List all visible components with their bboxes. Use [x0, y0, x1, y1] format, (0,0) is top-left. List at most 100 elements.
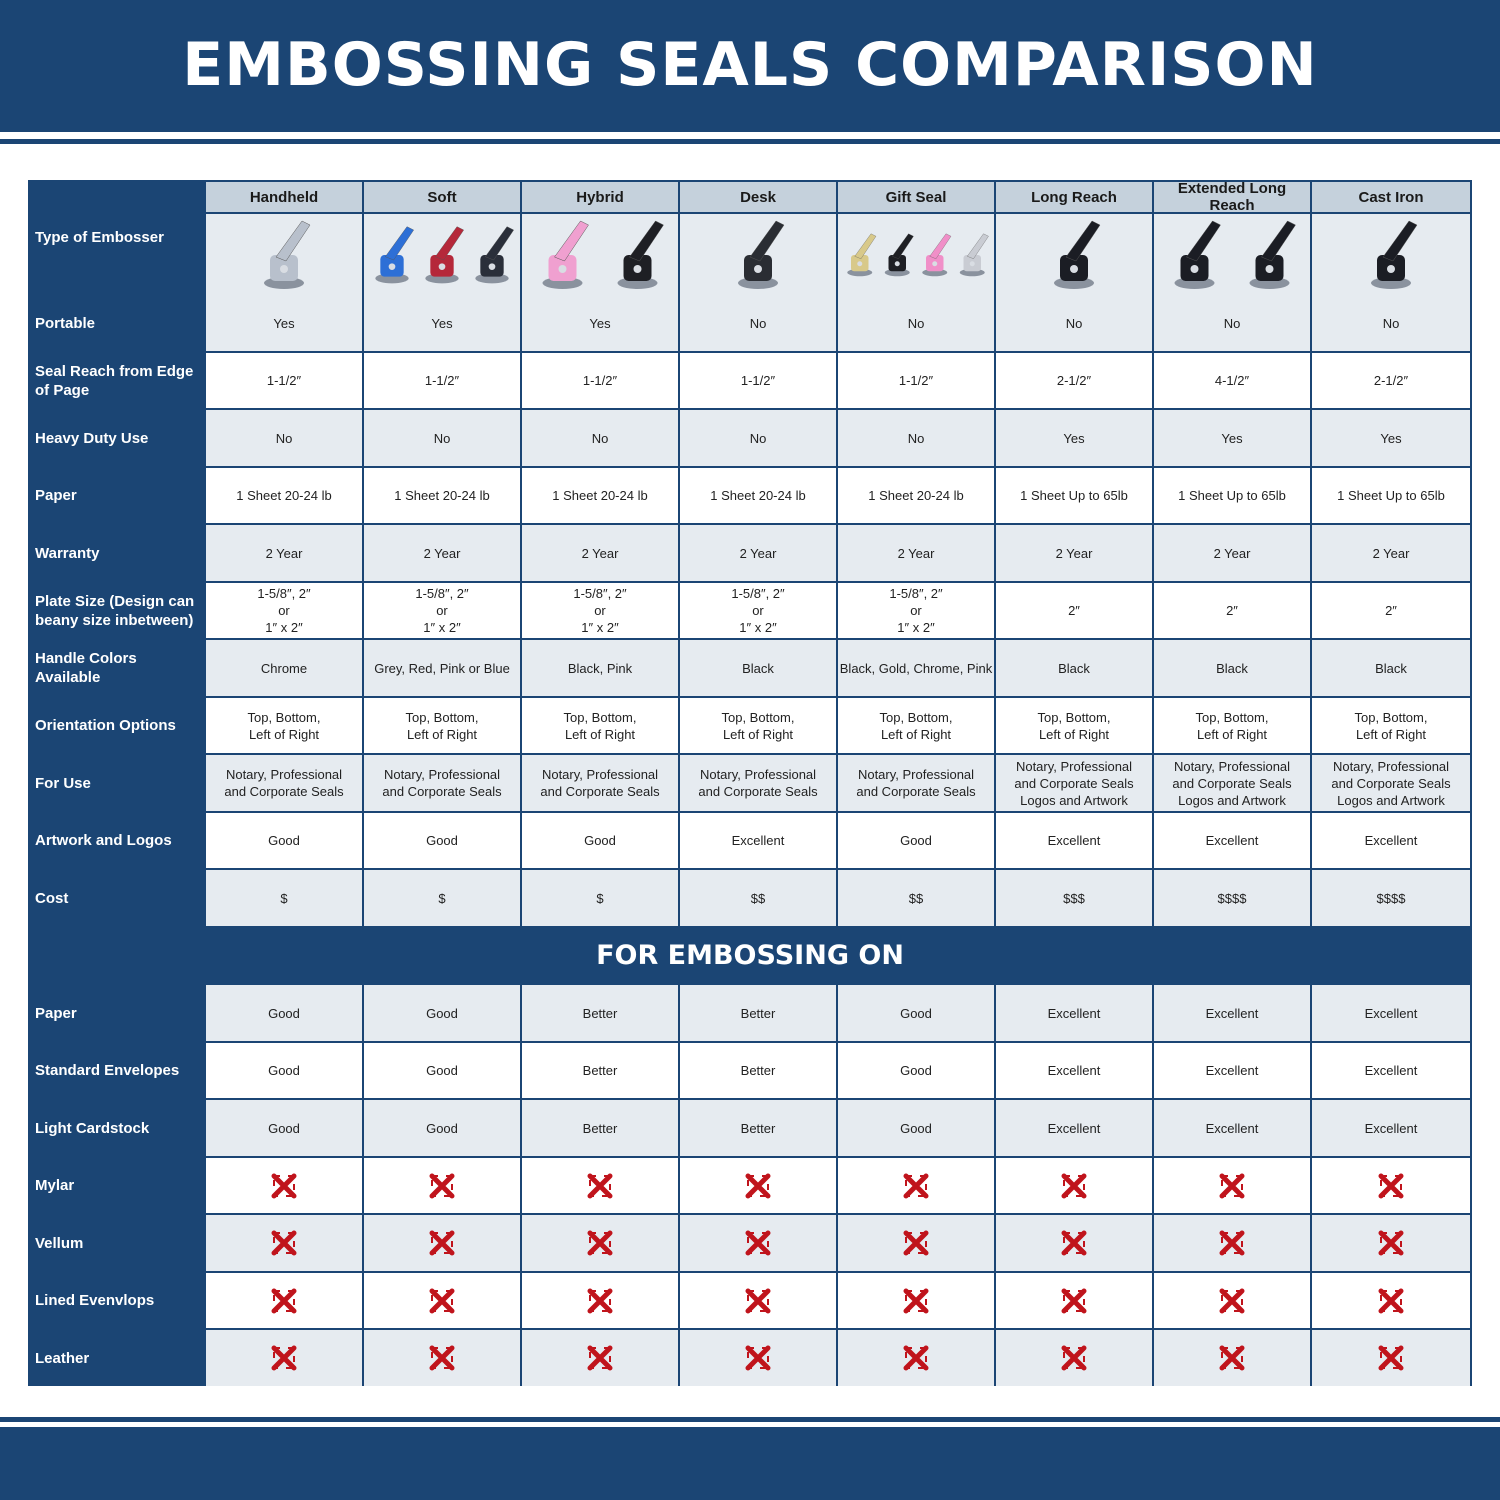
not-supported-x-icon: [364, 1273, 520, 1328]
row-label-warranty: Warranty: [28, 525, 204, 581]
row-label-portable: Portable: [28, 295, 204, 351]
not-supported-x-icon: [206, 1330, 362, 1386]
cell-warranty: 2 Year: [680, 525, 836, 581]
cell-artwork-and-logos: Excellent: [1312, 813, 1470, 868]
header-divider: [0, 139, 1500, 144]
column-header-long-reach: Long Reach: [996, 182, 1152, 212]
cell-heavy-duty-use: No: [206, 410, 362, 466]
cell-seal-reach-from-edge-of-page: 1-1/2″: [522, 353, 678, 408]
not-supported-x-icon: [996, 1273, 1152, 1328]
gold-black-pink-chrome-gift-seals-image: [838, 214, 994, 295]
cell-portable: No: [996, 295, 1152, 351]
cell-plate-size-design-can-beany-size-inbetween: 2″: [1154, 583, 1310, 638]
not-supported-x-icon: [522, 1158, 678, 1213]
cell-standard-envelopes: Good: [838, 1043, 994, 1098]
chrome-handheld-embosser-image: [206, 214, 362, 295]
cell-warranty: 2 Year: [1312, 525, 1470, 581]
not-supported-x-icon: [838, 1273, 994, 1328]
footer-band: [0, 1427, 1500, 1500]
not-supported-x-icon: [1154, 1330, 1310, 1386]
cell-standard-envelopes: Better: [680, 1043, 836, 1098]
column-header-desk: Desk: [680, 182, 836, 212]
row-label-for-use: For Use: [28, 755, 204, 811]
cell-standard-envelopes: Good: [364, 1043, 520, 1098]
cell-artwork-and-logos: Good: [206, 813, 362, 868]
not-supported-x-icon: [1312, 1158, 1470, 1213]
cell-heavy-duty-use: Yes: [1312, 410, 1470, 466]
cell-standard-envelopes: Good: [206, 1043, 362, 1098]
not-supported-x-icon: [206, 1215, 362, 1271]
cell-paper: 1 Sheet 20-24 lb: [206, 468, 362, 523]
cell-paper: 1 Sheet Up to 65lb: [996, 468, 1152, 523]
cell-light-cardstock: Excellent: [996, 1100, 1152, 1156]
cell-cost: $: [364, 870, 520, 926]
cell-heavy-duty-use: No: [680, 410, 836, 466]
cell-orientation-options: Top, Bottom, Left of Right: [1312, 698, 1470, 753]
cell-warranty: 2 Year: [1154, 525, 1310, 581]
not-supported-x-icon: [838, 1215, 994, 1271]
cell-portable: No: [1154, 295, 1310, 351]
cell-cost: $$: [680, 870, 836, 926]
not-supported-x-icon: [1312, 1215, 1470, 1271]
cell-cost: $$: [838, 870, 994, 926]
cell-paper: Good: [206, 985, 362, 1041]
cell-paper: 1 Sheet Up to 65lb: [1312, 468, 1470, 523]
column-header-hybrid: Hybrid: [522, 182, 678, 212]
row-label-paper: Paper: [28, 468, 204, 523]
footer-divider: [0, 1417, 1500, 1422]
cell-for-use: Notary, Professional and Corporate Seals: [206, 755, 362, 811]
cell-seal-reach-from-edge-of-page: 2-1/2″: [996, 353, 1152, 408]
cell-paper: Good: [838, 985, 994, 1041]
cell-handle-colors-available: Black, Gold, Chrome, Pink: [838, 640, 994, 696]
column-header-soft: Soft: [364, 182, 520, 212]
row-label-artwork-and-logos: Artwork and Logos: [28, 813, 204, 868]
cell-plate-size-design-can-beany-size-inbetween: 1-5/8″, 2″ or 1″ x 2″: [364, 583, 520, 638]
cell-paper: Better: [680, 985, 836, 1041]
cell-seal-reach-from-edge-of-page: 1-1/2″: [364, 353, 520, 408]
cell-heavy-duty-use: Yes: [996, 410, 1152, 466]
cell-portable: No: [1312, 295, 1470, 351]
column-header-extended-long-reach: Extended Long Reach: [1154, 180, 1310, 214]
cell-cost: $$$$: [1312, 870, 1470, 926]
not-supported-x-icon: [838, 1158, 994, 1213]
row-label-leather: Leather: [28, 1330, 204, 1386]
cell-warranty: 2 Year: [838, 525, 994, 581]
cell-for-use: Notary, Professional and Corporate Seals: [838, 755, 994, 811]
cell-cost: $$$$: [1154, 870, 1310, 926]
row-label-handle-colors-available: Handle Colors Available: [28, 640, 204, 696]
cell-heavy-duty-use: Yes: [1154, 410, 1310, 466]
cell-handle-colors-available: Black, Pink: [522, 640, 678, 696]
cell-heavy-duty-use: No: [522, 410, 678, 466]
cell-plate-size-design-can-beany-size-inbetween: 2″: [996, 583, 1152, 638]
comparison-table: Type of Embosser Handheld Soft Hybrid: [28, 180, 1472, 1386]
cell-cost: $: [206, 870, 362, 926]
cell-standard-envelopes: Better: [522, 1043, 678, 1098]
cell-handle-colors-available: Chrome: [206, 640, 362, 696]
not-supported-x-icon: [364, 1330, 520, 1386]
cell-orientation-options: Top, Bottom, Left of Right: [206, 698, 362, 753]
cell-orientation-options: Top, Bottom, Left of Right: [364, 698, 520, 753]
cell-standard-envelopes: Excellent: [1312, 1043, 1470, 1098]
cell-plate-size-design-can-beany-size-inbetween: 1-5/8″, 2″ or 1″ x 2″: [522, 583, 678, 638]
not-supported-x-icon: [206, 1158, 362, 1213]
cell-orientation-options: Top, Bottom, Left of Right: [522, 698, 678, 753]
not-supported-x-icon: [1154, 1158, 1310, 1213]
not-supported-x-icon: [996, 1215, 1152, 1271]
cell-paper: 1 Sheet 20-24 lb: [838, 468, 994, 523]
row-label-vellum: Vellum: [28, 1215, 204, 1271]
not-supported-x-icon: [1312, 1330, 1470, 1386]
pink-black-hybrid-embossers-image: [522, 214, 678, 295]
cell-paper: Excellent: [996, 985, 1152, 1041]
cell-seal-reach-from-edge-of-page: 2-1/2″: [1312, 353, 1470, 408]
cell-orientation-options: Top, Bottom, Left of Right: [1154, 698, 1310, 753]
cell-light-cardstock: Good: [364, 1100, 520, 1156]
cell-light-cardstock: Excellent: [1312, 1100, 1470, 1156]
cell-artwork-and-logos: Good: [838, 813, 994, 868]
cell-paper: Excellent: [1154, 985, 1310, 1041]
cell-heavy-duty-use: No: [838, 410, 994, 466]
cell-warranty: 2 Year: [522, 525, 678, 581]
not-supported-x-icon: [364, 1215, 520, 1271]
cell-paper: Good: [364, 985, 520, 1041]
column-header-gift-seal: Gift Seal: [838, 182, 994, 212]
not-supported-x-icon: [364, 1158, 520, 1213]
